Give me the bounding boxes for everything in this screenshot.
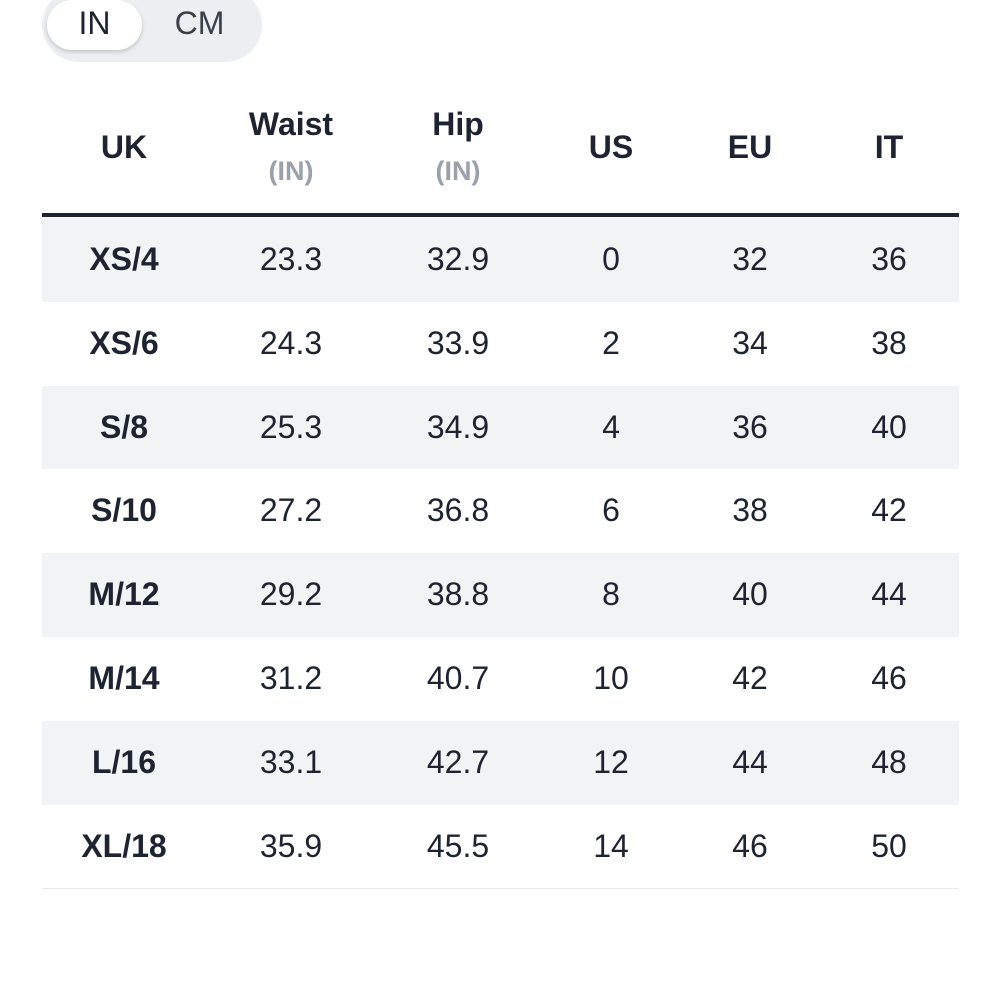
column-header: Hip (432, 106, 484, 142)
table-row (42, 804, 959, 889)
size-value: 38 (732, 492, 768, 529)
column-unit: (IN) (268, 156, 314, 186)
size-value: 46 (732, 827, 768, 864)
size-value: 38 (871, 324, 907, 361)
size-label: XS/6 (89, 324, 159, 361)
size-value: 40.7 (426, 660, 490, 696)
unit-option[interactable]: IN (47, 0, 142, 50)
size-value: 38.8 (426, 576, 490, 613)
size-label: M/12 (88, 576, 160, 613)
table-row (42, 637, 959, 721)
size-label: S/10 (91, 492, 157, 529)
column-unit: (IN) (435, 156, 481, 186)
size-value: 29.2 (259, 576, 323, 613)
size-value: 40 (871, 408, 907, 445)
header-rule (42, 213, 959, 217)
size-value: 6 (602, 492, 620, 529)
size-value: 24.3 (259, 324, 323, 361)
size-label: S/8 (99, 408, 149, 445)
size-value: 2 (602, 324, 620, 361)
unit-option[interactable]: CM (174, 5, 225, 41)
size-value: 23.3 (259, 241, 323, 277)
table-row (42, 553, 959, 637)
size-value: 44 (871, 576, 907, 613)
size-value: 36.8 (426, 492, 490, 529)
column-header: Waist (248, 106, 334, 142)
size-value: 35.9 (259, 827, 323, 864)
size-value: 0 (602, 241, 620, 277)
table-row (42, 301, 959, 386)
size-value: 32 (732, 241, 768, 277)
size-value: 31.2 (259, 660, 323, 696)
size-value: 36 (871, 241, 907, 277)
size-value: 10 (593, 660, 629, 696)
bottom-rule (42, 888, 959, 890)
size-value: 42 (871, 492, 907, 529)
size-value: 25.3 (259, 408, 323, 445)
size-label: XL/18 (81, 827, 167, 864)
size-label: M/14 (88, 660, 160, 696)
table-row (42, 218, 959, 302)
size-value: 42 (732, 660, 768, 696)
unit-toggle: IN CM (42, 0, 262, 62)
size-value: 44 (732, 743, 768, 780)
column-header: US (588, 129, 634, 165)
column-header: UK (100, 129, 148, 165)
size-value: 36 (732, 408, 768, 445)
size-label: L/16 (91, 743, 157, 780)
size-value: 27.2 (259, 492, 323, 529)
size-value: 50 (871, 827, 907, 864)
size-value: 33.9 (426, 324, 490, 361)
size-value: 48 (871, 743, 907, 780)
size-value: 32.9 (426, 241, 490, 277)
size-value: 8 (602, 576, 620, 613)
size-value: 34 (732, 324, 768, 361)
size-value: 34.9 (426, 408, 490, 445)
table-row (42, 720, 959, 805)
size-value: 14 (593, 827, 629, 864)
size-value: 45.5 (426, 827, 490, 864)
size-value: 4 (602, 408, 620, 445)
size-value: 42.7 (426, 743, 490, 780)
size-value: 12 (593, 743, 629, 780)
table-row (42, 469, 959, 554)
column-header: EU (727, 129, 773, 165)
column-header: IT (874, 129, 904, 165)
size-value: 46 (871, 660, 907, 696)
table-row (42, 385, 959, 470)
size-value: 40 (732, 576, 768, 613)
size-label: XS/4 (89, 241, 159, 277)
size-value: 33.1 (259, 743, 323, 780)
